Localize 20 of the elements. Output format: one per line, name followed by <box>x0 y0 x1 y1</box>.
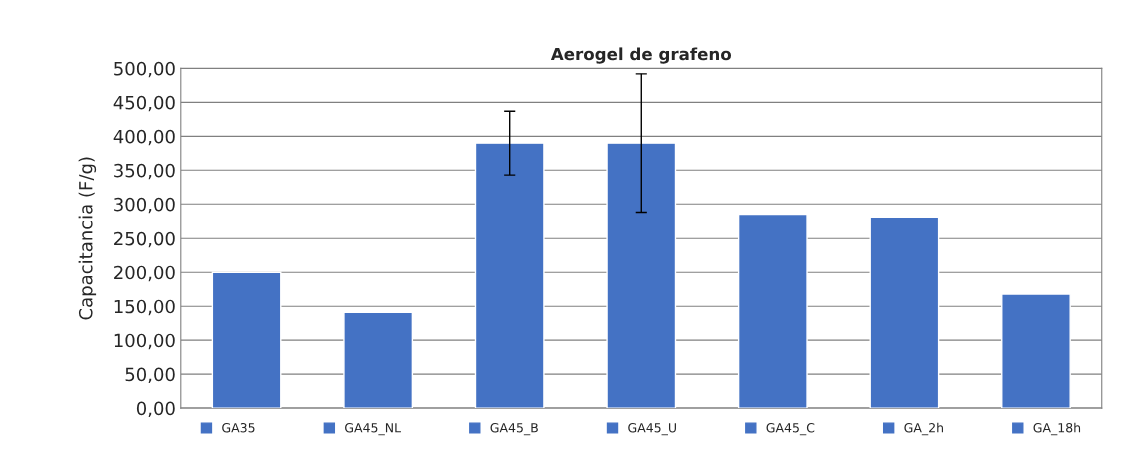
legend-label: GA45_C <box>766 422 815 436</box>
legend-label: GA_18h <box>1033 422 1081 436</box>
chart-title: Aerogel de grafeno <box>550 47 732 64</box>
y-tick-label: 500,00 <box>114 61 175 78</box>
y-tick-label: 250,00 <box>114 231 175 248</box>
legend-label: GA35 <box>222 422 255 433</box>
legend-label: GA45_U <box>628 422 676 436</box>
y-tick-label: 0,00 <box>136 401 175 418</box>
y-tick-label: 50,00 <box>125 367 175 384</box>
legend-label: GA45_B <box>490 422 538 436</box>
y-tick-label: 400,00 <box>113 129 175 146</box>
y-tick-label: 150,00 <box>114 299 175 316</box>
y-axis-title: Capacitancia (F/g) <box>78 157 97 320</box>
y-tick-label: 350,00 <box>114 163 175 180</box>
y-tick-label: 450,00 <box>113 95 175 112</box>
y-tick-label: 100,00 <box>114 333 175 350</box>
y-tick-label: 300,00 <box>114 197 175 214</box>
y-tick-label: 200,00 <box>114 265 175 282</box>
legend-label: GA45_NL <box>345 422 401 436</box>
legend-label: GA_2h <box>904 422 943 436</box>
